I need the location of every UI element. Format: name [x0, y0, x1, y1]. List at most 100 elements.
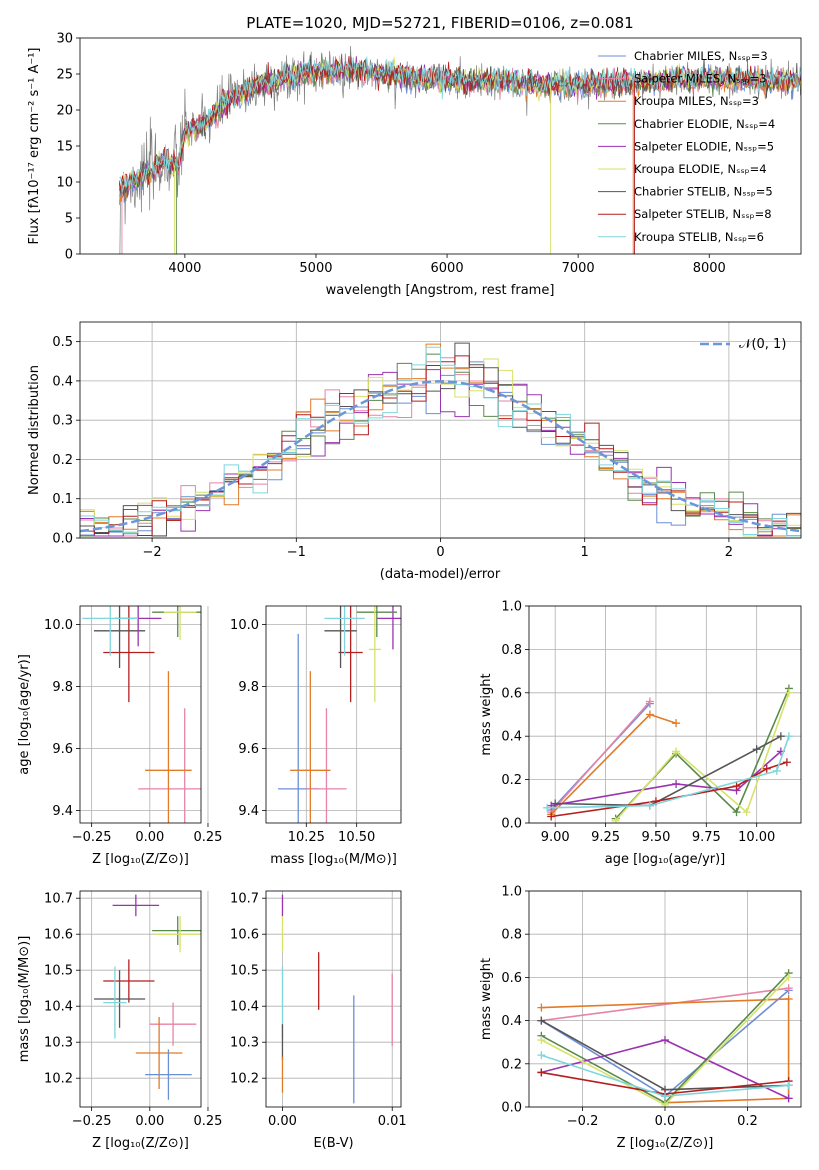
- weight-marker: [784, 1094, 793, 1103]
- x-tick-label: 0.25: [194, 830, 223, 845]
- y-tick-label: 9.6: [238, 742, 259, 757]
- legend-label: Salpeter ELODIE, Nₛₛₚ=5: [634, 139, 774, 153]
- y-tick-label: 10.5: [44, 964, 73, 979]
- weight-marker: [672, 779, 681, 788]
- chart-title: PLATE=1020, MJD=52721, FIBERID=0106, z=0…: [246, 14, 633, 32]
- y-tick-label: 0.1: [52, 492, 73, 507]
- legend-label: Kroupa ELODIE, Nₛₛₚ=4: [634, 162, 767, 176]
- y-tick-label: 0.0: [501, 1101, 522, 1116]
- panel-mass_vs_Z: −0.25 0.00 0.25 10.2 10.3 10.4 10.5 10.6 10.7 Z […: [17, 890, 222, 1151]
- grid: [80, 606, 209, 823]
- x-tick-label: 0.00: [135, 1114, 164, 1129]
- y-tick-label: 0.2: [501, 773, 522, 788]
- y-tick-label: 0.3: [52, 414, 73, 429]
- weight-marker: [784, 688, 793, 697]
- weight-line: [550, 713, 677, 815]
- y-tick-label: 20: [56, 104, 73, 119]
- x-tick-label: −0.2: [567, 1114, 599, 1129]
- x-tick-label: 0.2: [737, 1114, 758, 1129]
- weight-marker: [772, 766, 781, 775]
- y-tick-label: 0.2: [52, 453, 73, 468]
- axes-frame: [265, 890, 402, 1108]
- x-tick-label: −0.25: [72, 830, 112, 845]
- x-tick-label: 1: [581, 545, 589, 560]
- y-tick-label: 0.8: [501, 928, 522, 943]
- y-tick-label: 1.0: [501, 885, 522, 900]
- weight-marker: [784, 984, 793, 993]
- panel-weight_vs_age: 9.00 9.25 9.50 9.75 10.00 0.0 0.2 0.4 0.6 0.8 1.0 a…: [479, 600, 802, 867]
- grid: [529, 890, 801, 1108]
- weight-marker: [782, 758, 791, 767]
- legend: Chabrier MILES, Nₛₛₚ=3 Salpeter MILES, Nₛ…: [598, 49, 775, 244]
- axes-frame: [79, 605, 202, 824]
- y-tick-label: 0.4: [501, 1014, 522, 1029]
- y-tick-label: 0.4: [52, 374, 73, 389]
- weight-marker: [661, 1036, 669, 1045]
- legend-label: Salpeter STELIB, Nₛₛₚ=8: [634, 207, 772, 221]
- panel-age_vs_mass: 10.25 10.50 9.4 9.6 9.8 10.0 mass [log₁₀(M/M⊙)…: [230, 605, 402, 867]
- weight-line: [550, 700, 651, 813]
- normal-curve: [80, 380, 801, 533]
- y-tick-label: 0.2: [501, 1057, 522, 1072]
- y-tick-label: 10.3: [44, 1036, 73, 1051]
- y-axis-label: Flux [fλ10⁻¹⁷ erg cm⁻² s⁻¹ A⁻¹]: [27, 48, 42, 245]
- x-tick-label: 0.01: [378, 1114, 407, 1129]
- y-tick-label: 0.6: [501, 686, 522, 701]
- plot-area: [543, 684, 793, 823]
- x-axis-label: Z [log₁₀(Z/Z⊙)]: [92, 852, 189, 867]
- legend-label: Chabrier ELODIE, Nₛₛₚ=4: [634, 117, 775, 131]
- plot-area: [82, 606, 201, 823]
- panel-age_vs_Z: −0.25 0.00 0.25 9.4 9.6 9.8 10.0 Z [log₁₀(Z/Z⊙)…: [17, 605, 223, 867]
- x-tick-label: 0: [436, 545, 444, 560]
- weight-marker: [752, 745, 761, 754]
- x-tick-label: 2: [725, 545, 733, 560]
- plot-area: [93, 894, 201, 1100]
- grid: [266, 891, 401, 1107]
- weight-marker: [537, 1051, 546, 1060]
- axes-frame: [528, 605, 802, 824]
- weight-marker: [672, 719, 681, 728]
- axes-frame: [265, 605, 402, 824]
- y-tick-label: 10.7: [230, 892, 259, 907]
- weight-marker: [784, 732, 793, 741]
- grid: [529, 605, 801, 824]
- weight-line: [614, 692, 790, 822]
- weight-line: [615, 688, 790, 820]
- y-tick-label: 0.4: [501, 730, 522, 745]
- y-tick-label: 1.0: [501, 600, 522, 615]
- x-axis-label: (data-model)/error: [380, 567, 501, 582]
- weight-line: [551, 750, 782, 807]
- weight-marker: [537, 1016, 546, 1025]
- weight-marker: [732, 808, 741, 817]
- y-tick-label: 10.6: [230, 928, 259, 943]
- y-tick-label: 10.0: [44, 618, 73, 633]
- x-tick-label: 9.25: [591, 830, 620, 845]
- weight-marker: [661, 1092, 669, 1101]
- y-tick-label: 10.2: [44, 1072, 73, 1087]
- plot-area: [80, 342, 801, 537]
- x-axis-label: wavelength [Angstrom, rest frame]: [326, 283, 555, 298]
- x-tick-label: 9.75: [692, 830, 721, 845]
- legend: 𝒩(0, 1): [700, 337, 786, 352]
- legend-label: Salpeter MILES, Nₛₛₚ=3: [634, 72, 767, 86]
- y-tick-label: 0.8: [501, 643, 522, 658]
- weight-marker: [784, 973, 793, 982]
- y-axis-label: age [log₁₀(age/yr)]: [17, 654, 32, 775]
- weight-marker: [732, 782, 741, 791]
- y-tick-label: 15: [56, 140, 73, 155]
- x-tick-label: 0.00: [135, 830, 164, 845]
- y-tick-label: 0.5: [52, 335, 73, 350]
- plot-area: [278, 606, 401, 823]
- y-tick-label: 10.5: [230, 964, 259, 979]
- spectrum-chart: PLATE=1020, MJD=52721, FIBERID=0106, z=0…: [27, 14, 802, 298]
- x-tick-label: 9.50: [641, 830, 670, 845]
- legend-label: Chabrier STELIB, Nₛₛₚ=5: [634, 185, 773, 199]
- weight-marker: [551, 799, 560, 808]
- model-line: [119, 56, 801, 193]
- y-tick-label: 10.0: [230, 618, 259, 633]
- x-axis-label: Z [log₁₀(Z/Z⊙)]: [92, 1136, 189, 1151]
- y-axis-label: mass weight: [479, 958, 494, 1040]
- weight-line: [551, 761, 788, 818]
- weight-line: [541, 987, 789, 1022]
- y-tick-label: 0.0: [501, 817, 522, 832]
